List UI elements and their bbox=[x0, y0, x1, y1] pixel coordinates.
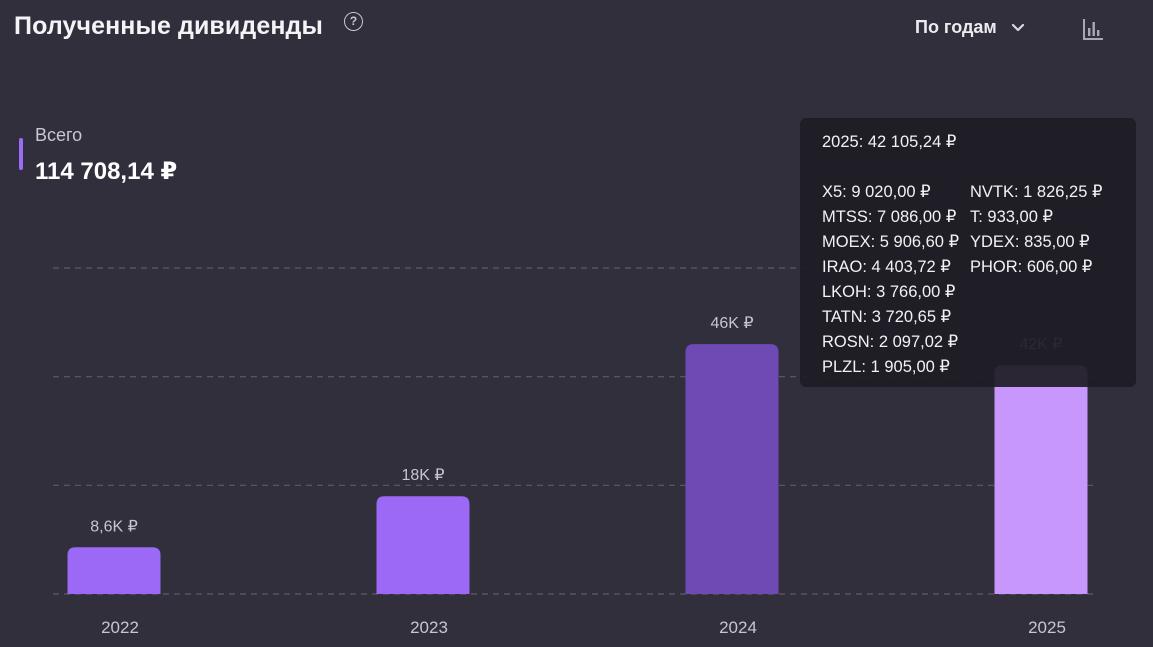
tooltip-row: PLZL: 1 905,00 ₽ bbox=[822, 358, 950, 376]
tooltip-row: MOEX: 5 906,60 ₽ bbox=[822, 233, 960, 251]
tooltip-column-1: X5: 9 020,00 ₽ MTSS: 7 086,00 ₽ MOEX: 5 … bbox=[822, 180, 970, 380]
x-tick-label: 2022 bbox=[101, 618, 139, 637]
total-label: Всего bbox=[35, 125, 83, 145]
tooltip-row: NVTK: 1 826,25 ₽ bbox=[970, 183, 1103, 201]
total-value: 114 708,14 ₽ bbox=[35, 158, 178, 185]
tooltip-column-2: NVTK: 1 826,25 ₽ T: 933,00 ₽ YDEX: 835,0… bbox=[970, 180, 1102, 380]
tooltip-row: IRAO: 4 403,72 ₽ bbox=[822, 258, 951, 276]
page-title: Полученные дивиденды bbox=[14, 12, 323, 40]
bar-2022[interactable] bbox=[67, 547, 161, 594]
bar-value-label: 18K ₽ bbox=[401, 467, 444, 484]
x-tick-label: 2025 bbox=[1028, 618, 1066, 637]
x-tick-label: 2024 bbox=[719, 618, 757, 637]
period-select[interactable]: По годам bbox=[915, 17, 1025, 38]
tooltip-row: PHOR: 606,00 ₽ bbox=[970, 258, 1093, 276]
total-accent-bar bbox=[19, 138, 23, 170]
bar-chart-icon[interactable] bbox=[1081, 17, 1105, 41]
period-select-label: По годам bbox=[915, 17, 997, 37]
tooltip-row: LKOH: 3 766,00 ₽ bbox=[822, 283, 956, 301]
tooltip-row: MTSS: 7 086,00 ₽ bbox=[822, 208, 957, 226]
x-tick-label: 2023 bbox=[410, 618, 448, 637]
bar-value-label: 8,6K ₽ bbox=[90, 518, 138, 535]
tooltip-row: TATN: 3 720,65 ₽ bbox=[822, 308, 952, 326]
tooltip-row: YDEX: 835,00 ₽ bbox=[970, 233, 1090, 251]
bar-value-label: 46K ₽ bbox=[710, 315, 753, 332]
tooltip-title: 2025: 42 105,24 ₽ bbox=[822, 133, 957, 151]
chevron-down-icon bbox=[1011, 23, 1024, 31]
tooltip-row: X5: 9 020,00 ₽ bbox=[822, 183, 931, 201]
bar-tooltip: 2025: 42 105,24 ₽ X5: 9 020,00 ₽ MTSS: 7… bbox=[800, 118, 1136, 387]
bar-2024[interactable] bbox=[685, 344, 779, 594]
question-circle-icon[interactable]: ? bbox=[344, 12, 363, 31]
tooltip-row: T: 933,00 ₽ bbox=[970, 208, 1053, 226]
tooltip-row: ROSN: 2 097,02 ₽ bbox=[822, 333, 959, 351]
bar-2023[interactable] bbox=[376, 496, 470, 594]
bar-2025[interactable] bbox=[994, 365, 1088, 594]
